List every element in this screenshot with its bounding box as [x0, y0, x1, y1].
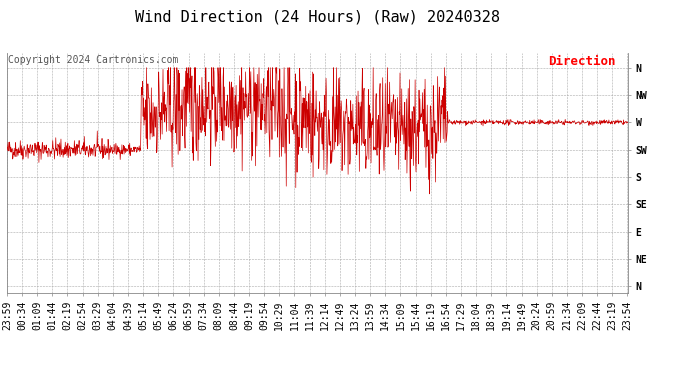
Text: Wind Direction (24 Hours) (Raw) 20240328: Wind Direction (24 Hours) (Raw) 20240328 [135, 9, 500, 24]
Text: Copyright 2024 Cartronics.com: Copyright 2024 Cartronics.com [8, 55, 178, 65]
Text: Direction: Direction [548, 55, 615, 68]
